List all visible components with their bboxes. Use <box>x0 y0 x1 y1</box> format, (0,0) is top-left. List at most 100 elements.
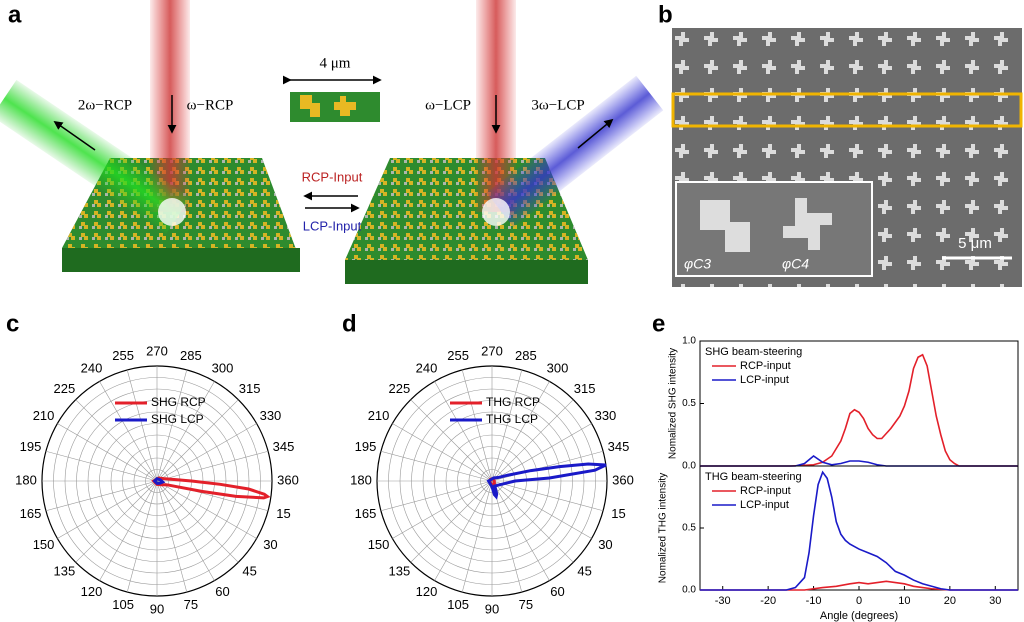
panel-b: b 5 μm φC3 φC4 <box>658 1 1023 287</box>
theta-tick-label: 255 <box>112 348 134 363</box>
line-series <box>700 353 1018 467</box>
theta-tick-label: 345 <box>608 439 630 454</box>
grid-spoke <box>75 399 158 482</box>
grid-spoke <box>410 399 493 482</box>
grid-spoke <box>156 480 215 581</box>
theta-tick-label: 150 <box>33 537 55 552</box>
scale-label: 5 μm <box>958 235 992 252</box>
y-tick-label: 0.5 <box>682 398 696 409</box>
line-series <box>700 580 1018 591</box>
theta-tick-label: 240 <box>416 361 438 376</box>
theta-tick-label: 135 <box>54 564 76 579</box>
theta-tick-label: 30 <box>263 537 277 552</box>
y-tick-label: 1.0 <box>682 336 696 347</box>
theta-tick-label: 180 <box>350 472 372 487</box>
beam <box>0 79 191 234</box>
x-tick-label: -10 <box>806 595 822 607</box>
theta-tick-label: 195 <box>355 439 377 454</box>
theta-tick-label: 300 <box>547 361 569 376</box>
grid-spoke <box>461 369 493 482</box>
polar-series <box>486 462 607 500</box>
arrow <box>577 118 614 149</box>
theta-tick-label: 225 <box>389 381 411 396</box>
x-tick-label: 20 <box>944 595 956 607</box>
polar-series <box>152 476 166 485</box>
theta-tick-label: 180 <box>15 472 37 487</box>
theta-tick-label: 315 <box>574 381 596 396</box>
grid-spoke <box>156 369 188 482</box>
theta-tick-label: 60 <box>215 584 229 599</box>
grid-spoke <box>434 381 493 482</box>
grid-spoke <box>99 480 158 581</box>
grid-spoke <box>491 399 574 482</box>
grid-spoke <box>156 423 257 482</box>
grid-spoke <box>434 480 493 581</box>
theta-tick-label: 15 <box>611 506 625 521</box>
substrate <box>62 248 300 272</box>
panel-label: c <box>6 310 19 337</box>
y-tick-label: 0.5 <box>682 523 696 534</box>
theta-tick-label: 90 <box>485 601 499 616</box>
spot <box>482 198 510 226</box>
legend-title: SHG beam-steering <box>705 346 802 358</box>
grid-spoke <box>392 480 493 539</box>
panel-a: a 2ω−RCP ω−RCP 4 μm ω−LCP 3ω−LCP RCP-Inp… <box>0 0 664 284</box>
grid-spoke <box>156 450 269 482</box>
grid-spoke <box>491 480 550 581</box>
grid-spoke <box>126 480 158 593</box>
x-tick-label: 10 <box>898 595 910 607</box>
grid-spoke <box>491 480 592 539</box>
theta-tick-label: 135 <box>389 564 411 579</box>
grid-spoke <box>410 480 493 563</box>
scale-label: 4 μm <box>320 55 351 71</box>
theta-tick-label: 360 <box>612 472 634 487</box>
theta-tick-label: 45 <box>242 564 256 579</box>
line-series <box>700 454 1018 467</box>
grid-spoke <box>45 450 158 482</box>
theta-tick-label: 150 <box>368 537 390 552</box>
theta-tick-label: 240 <box>81 361 103 376</box>
grid-spoke <box>156 480 188 593</box>
polar-series <box>151 476 271 500</box>
theta-tick-label: 225 <box>54 381 76 396</box>
grid-spoke <box>380 450 493 482</box>
theta-tick-label: 285 <box>180 348 202 363</box>
theta-tick-label: 360 <box>277 472 299 487</box>
theta-tick-label: 90 <box>150 601 164 616</box>
x-axis-label: Angle (degrees) <box>820 610 898 622</box>
legend-label: LCP-input <box>740 499 789 511</box>
legend-title: THG beam-steering <box>705 471 802 483</box>
beam-label: ω−LCP <box>425 97 471 113</box>
theta-tick-label: 45 <box>577 564 591 579</box>
grid-spoke <box>392 423 493 482</box>
legend-label: RCP-input <box>740 360 791 372</box>
theta-tick-label: 165 <box>355 506 377 521</box>
theta-tick-label: 210 <box>368 408 390 423</box>
grid-spoke <box>156 480 257 539</box>
theta-tick-label: 195 <box>20 439 42 454</box>
spot <box>158 198 186 226</box>
line-series <box>700 470 1018 591</box>
grid-spoke <box>491 480 604 512</box>
panel-label: d <box>342 310 357 337</box>
input-label: LCP-Input <box>303 218 362 233</box>
grid-spoke <box>461 480 493 593</box>
grid-spoke <box>491 369 523 482</box>
theta-tick-label: 165 <box>20 506 42 521</box>
theta-tick-label: 270 <box>146 343 168 358</box>
theta-tick-label: 345 <box>273 439 295 454</box>
highlight <box>671 92 1023 128</box>
theta-tick-label: 30 <box>598 537 612 552</box>
grid-spoke <box>380 480 493 512</box>
x-tick-label: 0 <box>856 595 862 607</box>
theta-tick-label: 210 <box>33 408 55 423</box>
grid-spoke <box>57 480 158 539</box>
y-axis-label: Nomalized SHG intensity <box>668 348 679 459</box>
theta-tick-label: 300 <box>212 361 234 376</box>
panel-label: a <box>8 1 22 28</box>
grid-spoke <box>126 369 158 482</box>
y-tick-label: 0.0 <box>682 461 696 472</box>
theta-tick-label: 120 <box>416 584 438 599</box>
theta-tick-label: 120 <box>81 584 103 599</box>
beam-label: 2ω−RCP <box>78 97 132 113</box>
